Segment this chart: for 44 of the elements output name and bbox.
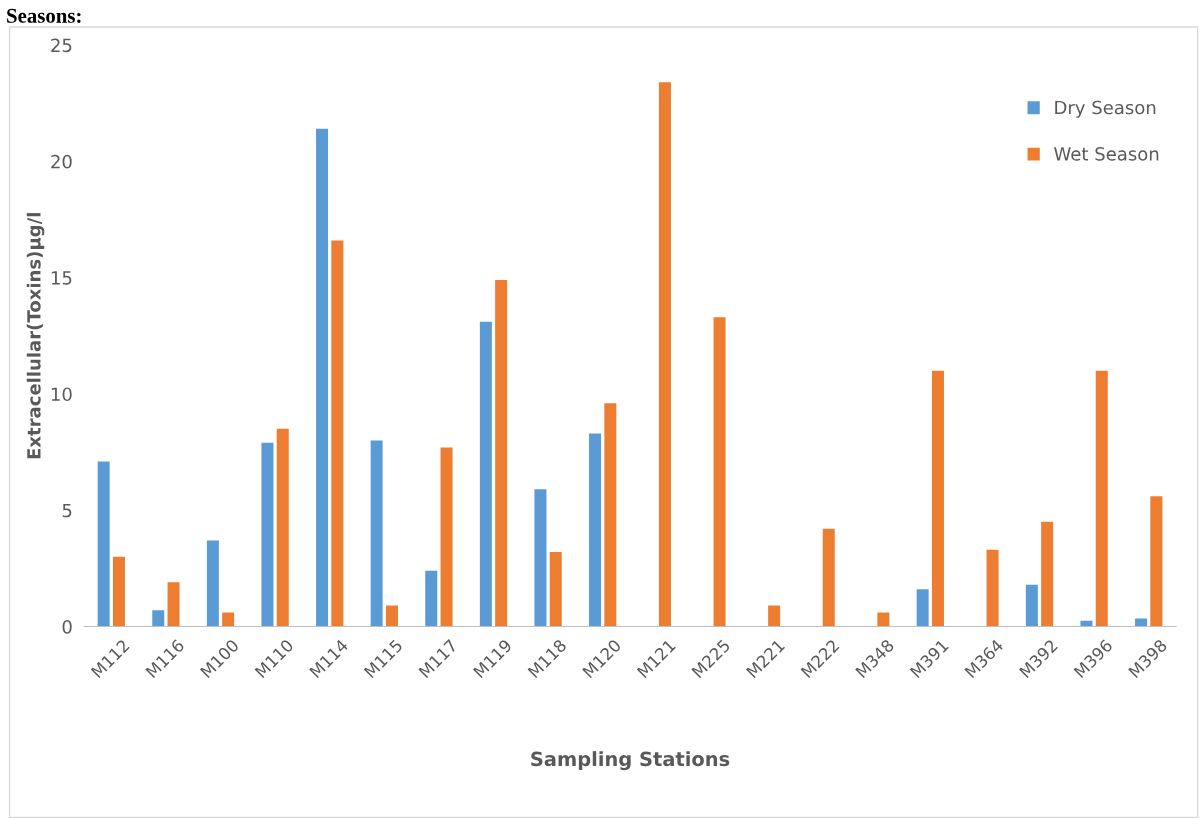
bar xyxy=(916,589,929,627)
bar xyxy=(425,570,438,627)
bar xyxy=(440,447,453,627)
bar xyxy=(658,82,671,627)
x-axis-title: Sampling Stations xyxy=(531,751,730,771)
bar xyxy=(713,317,726,627)
y-tick-label: 25 xyxy=(51,38,72,53)
bar xyxy=(112,556,125,627)
bar xyxy=(206,540,219,627)
bar xyxy=(1135,618,1148,627)
bar xyxy=(316,128,329,627)
bar xyxy=(604,403,617,627)
bar xyxy=(1025,584,1038,627)
bar xyxy=(495,279,508,627)
bar xyxy=(986,549,999,627)
bar xyxy=(931,370,944,627)
bar xyxy=(152,610,165,627)
legend-label: Dry Season xyxy=(1055,100,1156,118)
bar xyxy=(479,321,492,627)
bar xyxy=(877,612,890,627)
bar xyxy=(167,582,180,627)
bar xyxy=(97,461,110,627)
bar xyxy=(822,528,835,627)
y-tick-label: 10 xyxy=(51,387,72,402)
bar xyxy=(1150,496,1163,627)
chart-title: Seasons: xyxy=(7,8,81,23)
bar xyxy=(549,552,562,627)
bar xyxy=(589,433,602,627)
y-tick-label: 15 xyxy=(51,271,72,285)
bar xyxy=(331,240,344,627)
bar xyxy=(370,440,383,627)
bar xyxy=(534,489,547,627)
bar xyxy=(385,605,398,627)
y-axis-title: Extracellular(Toxins)µg/l xyxy=(26,213,45,459)
bar xyxy=(261,442,274,627)
bar xyxy=(222,612,235,627)
bar xyxy=(768,605,781,627)
bar xyxy=(1041,521,1054,627)
y-tick-label: 5 xyxy=(62,503,72,518)
y-tick-label: 20 xyxy=(51,154,72,169)
legend-label: Wet Season xyxy=(1054,147,1159,161)
y-tick-label: 0 xyxy=(62,619,72,634)
bar xyxy=(1095,370,1108,627)
bar xyxy=(276,428,289,627)
